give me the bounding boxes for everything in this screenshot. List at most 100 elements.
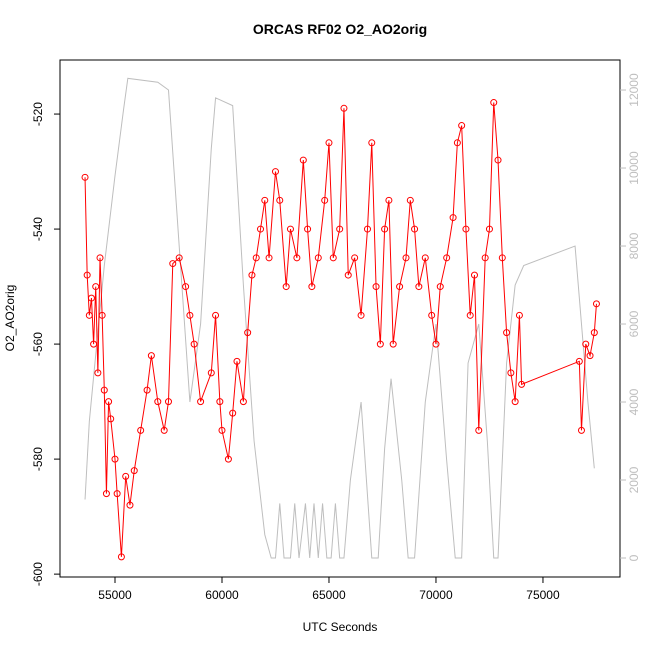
data-point xyxy=(92,283,100,291)
data-point xyxy=(575,357,583,365)
data-point xyxy=(376,340,384,348)
data-point xyxy=(329,254,337,262)
data-point xyxy=(90,340,98,348)
data-point xyxy=(207,369,215,377)
data-point xyxy=(485,225,493,233)
data-point xyxy=(340,104,348,112)
data-point xyxy=(428,311,436,319)
data-point xyxy=(458,122,466,130)
data-point xyxy=(304,225,312,233)
data-point xyxy=(102,490,110,498)
data-point xyxy=(83,271,91,279)
data-point xyxy=(130,467,138,475)
data-point xyxy=(143,386,151,394)
data-point xyxy=(105,398,113,406)
data-point xyxy=(372,283,380,291)
data-point xyxy=(466,311,474,319)
data-point xyxy=(363,225,371,233)
data-point xyxy=(271,168,279,176)
y-tick-label: -600 xyxy=(31,562,45,586)
y2-tick-label: 12000 xyxy=(627,73,641,107)
data-point xyxy=(218,426,226,434)
data-point xyxy=(406,196,414,204)
x-tick-label: 70000 xyxy=(419,588,453,602)
data-point xyxy=(592,300,600,308)
y2-tick-label: 6000 xyxy=(627,310,641,337)
plot-frame xyxy=(59,59,621,578)
data-point xyxy=(248,271,256,279)
data-point xyxy=(111,455,119,463)
data-point xyxy=(498,254,506,262)
data-point xyxy=(147,352,155,360)
y2-tick-label: 0 xyxy=(627,554,641,561)
data-point xyxy=(107,415,115,423)
data-point xyxy=(421,254,429,262)
data-point xyxy=(164,398,172,406)
data-point xyxy=(122,472,130,480)
data-point xyxy=(475,426,483,434)
data-point xyxy=(224,455,232,463)
data-point xyxy=(113,490,121,498)
data-point xyxy=(381,225,389,233)
data-point xyxy=(518,380,526,388)
data-point xyxy=(344,271,352,279)
x-tick-label: 75000 xyxy=(526,588,560,602)
y2-tick-label: 4000 xyxy=(627,388,641,415)
data-point xyxy=(85,311,93,319)
series-line xyxy=(84,77,595,559)
data-point xyxy=(470,271,478,279)
data-point xyxy=(212,311,220,319)
data-point xyxy=(100,386,108,394)
data-point xyxy=(229,409,237,417)
data-point xyxy=(503,329,511,337)
data-point xyxy=(590,329,598,337)
data-point xyxy=(96,254,104,262)
x-axis-label: UTC Seconds xyxy=(303,620,378,634)
data-point xyxy=(186,311,194,319)
x-tick-label: 65000 xyxy=(312,588,346,602)
data-point xyxy=(336,225,344,233)
data-point xyxy=(494,156,502,164)
y-axis-label: O2_AO2orig xyxy=(3,285,17,352)
data-point xyxy=(582,340,590,348)
data-point xyxy=(190,340,198,348)
x-tick-label: 55000 xyxy=(98,588,132,602)
data-point xyxy=(197,398,205,406)
y-tick-label: -520 xyxy=(31,102,45,126)
data-point xyxy=(490,99,498,107)
data-point xyxy=(351,254,359,262)
data-point xyxy=(443,254,451,262)
data-point xyxy=(117,553,125,561)
data-point xyxy=(432,340,440,348)
data-point xyxy=(169,260,177,268)
y2-tick-label: 10000 xyxy=(627,151,641,185)
data-point xyxy=(415,283,423,291)
data-point xyxy=(216,398,224,406)
data-point xyxy=(321,196,329,204)
data-point xyxy=(325,139,333,147)
data-point xyxy=(293,254,301,262)
data-point xyxy=(368,139,376,147)
data-point xyxy=(586,352,594,360)
series-line xyxy=(84,102,597,557)
data-point xyxy=(314,254,322,262)
y-tick-label: -560 xyxy=(31,332,45,356)
data-point xyxy=(402,254,410,262)
data-point xyxy=(87,294,95,302)
data-point xyxy=(507,369,515,377)
data-point xyxy=(126,501,134,509)
data-point xyxy=(175,254,183,262)
data-point xyxy=(308,283,316,291)
data-point xyxy=(233,357,241,365)
data-point xyxy=(453,139,461,147)
data-point xyxy=(257,225,265,233)
data-point xyxy=(396,283,404,291)
data-point xyxy=(385,196,393,204)
data-point xyxy=(154,398,162,406)
data-point xyxy=(449,214,457,222)
data-point xyxy=(286,225,294,233)
data-point xyxy=(81,173,89,181)
data-point xyxy=(261,196,269,204)
y2-tick-label: 8000 xyxy=(627,232,641,259)
